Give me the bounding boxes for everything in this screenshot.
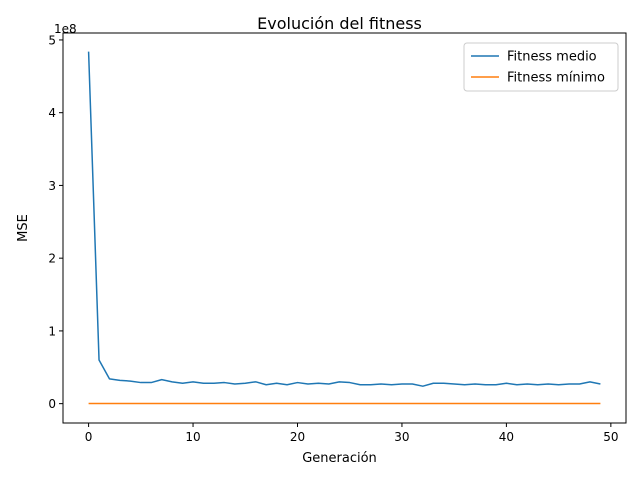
- series-layer: [87, 51, 601, 405]
- y-tick-label: 5: [48, 33, 56, 47]
- legend-box: [463, 42, 619, 92]
- y-axis-label: MSE: [16, 214, 31, 242]
- x-tick-label: 20: [290, 430, 305, 444]
- y-tick-label: 2: [48, 252, 56, 266]
- y-tick-label: 1: [48, 324, 56, 338]
- tick-layer: 0 10 20 30 40 50 0 1 2 3 4 5: [48, 33, 618, 444]
- x-tick-label: 40: [499, 430, 514, 444]
- x-tick-label: 50: [603, 430, 618, 444]
- x-tick-label: 30: [394, 430, 409, 444]
- legend-label-fitness-minimo: Fitness mínimo: [507, 71, 605, 86]
- series-line-fitness-medio: [87, 51, 601, 387]
- y-offset-label: 1e8: [54, 22, 77, 36]
- plot-frame: [62, 32, 627, 424]
- chart-title: Evolución del fitness: [257, 14, 422, 33]
- y-tick-label: 0: [48, 397, 56, 411]
- y-tick-label: 4: [48, 106, 56, 120]
- x-tick-label: 10: [185, 430, 200, 444]
- legend-label-fitness-medio: Fitness medio: [507, 50, 597, 65]
- x-tick-label: 0: [85, 430, 93, 444]
- legend: Fitness medio Fitness mínimo: [463, 42, 619, 92]
- x-axis-label: Generación: [302, 451, 377, 466]
- y-tick-label: 3: [48, 179, 56, 193]
